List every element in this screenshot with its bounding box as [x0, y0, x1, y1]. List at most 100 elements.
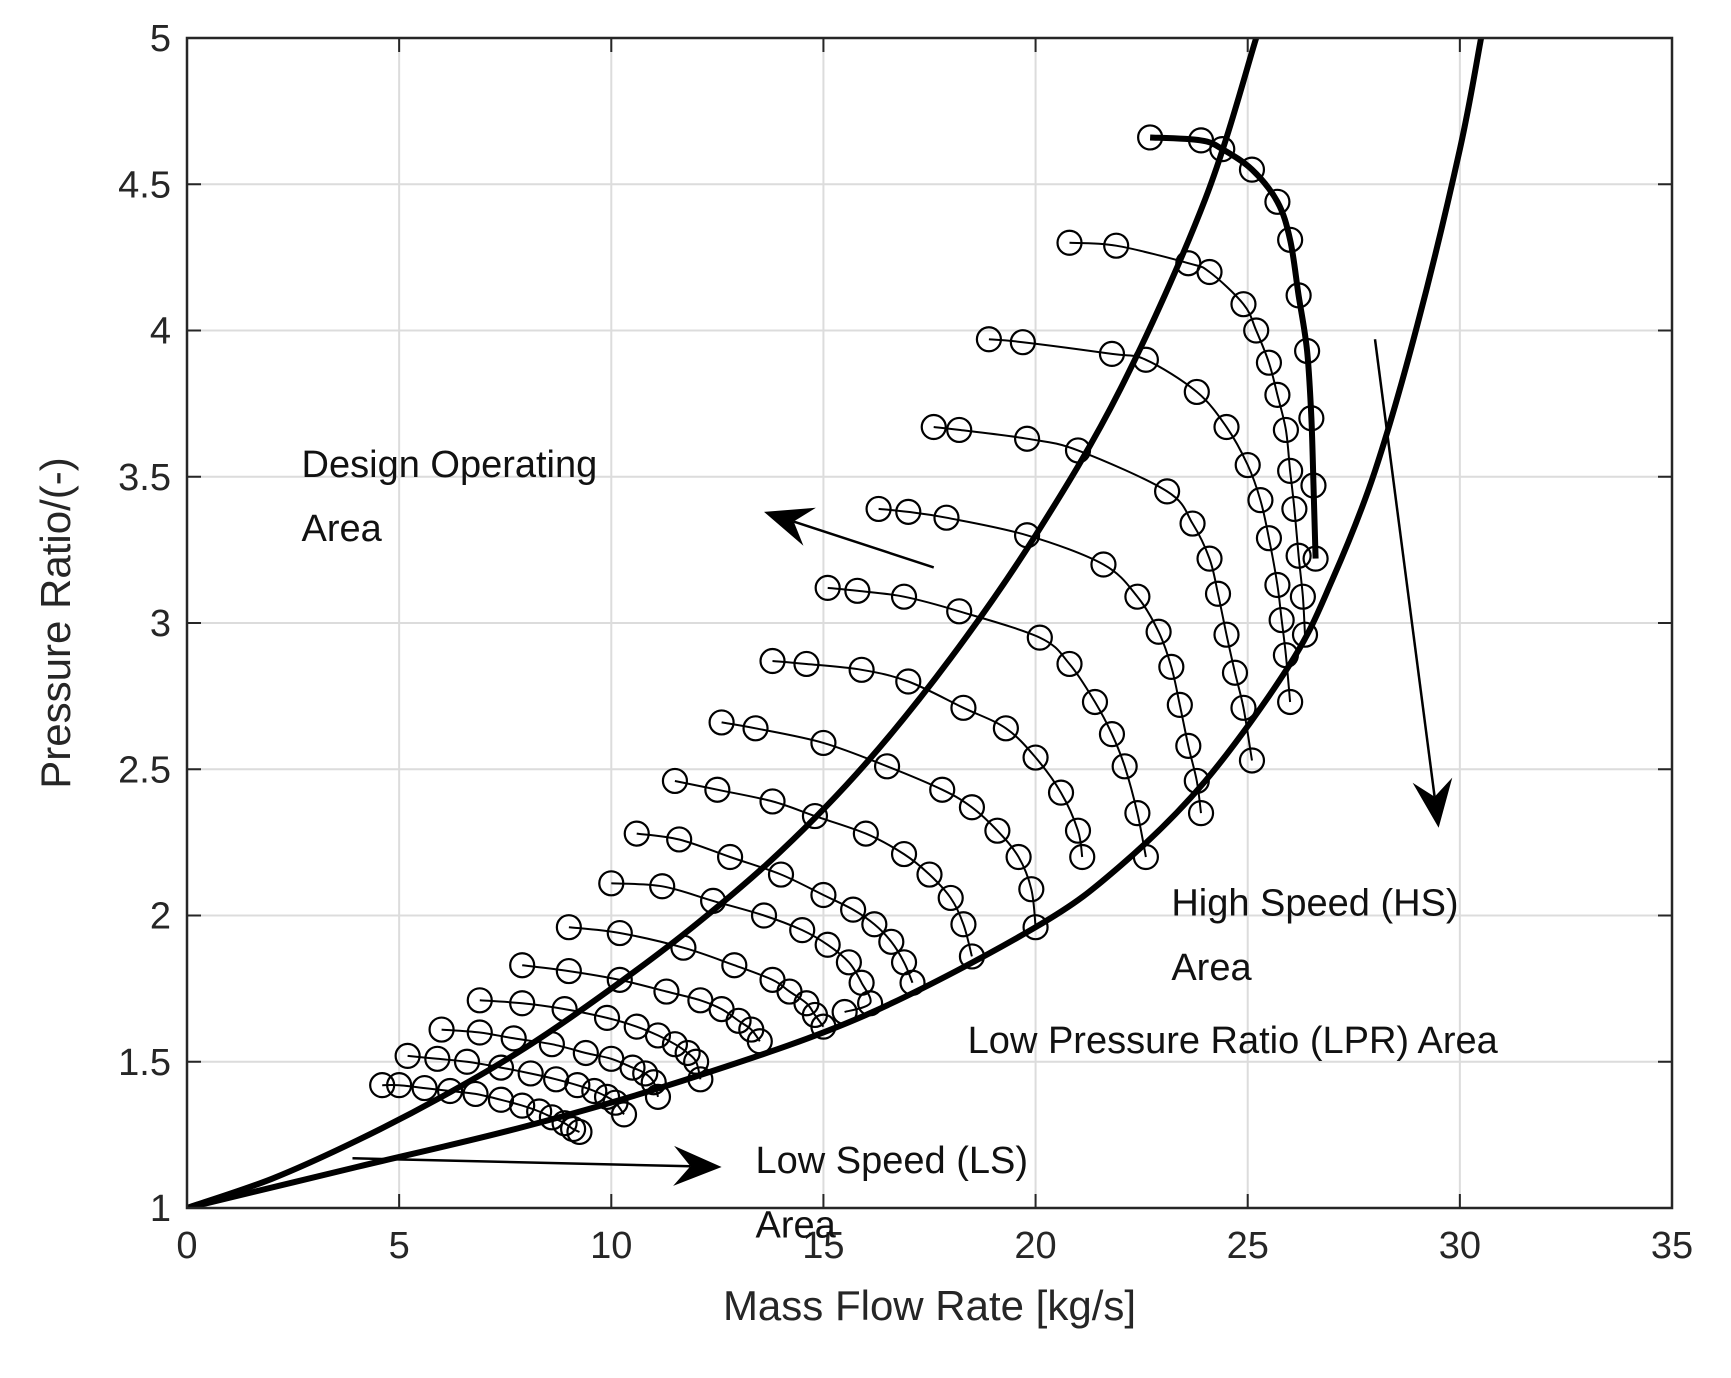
data-point	[1005, 843, 1032, 871]
data-point	[555, 957, 582, 985]
data-point	[958, 943, 986, 970]
data-point	[1221, 659, 1249, 686]
y-tick-label: 1	[150, 1188, 171, 1230]
arrow-head	[764, 507, 816, 546]
speed-line	[555, 914, 837, 1040]
data-point	[517, 1060, 544, 1087]
annotation-text: Area	[1171, 947, 1252, 989]
data-point	[1264, 188, 1291, 215]
data-point	[759, 647, 786, 675]
data-point	[1196, 258, 1223, 286]
data-point	[1090, 551, 1117, 578]
data-point	[543, 1066, 570, 1093]
annotation-text: Low Pressure Ratio (LPR) Area	[968, 1020, 1499, 1062]
data-point	[789, 917, 816, 944]
data-point	[683, 1048, 710, 1075]
data-point	[538, 1104, 565, 1131]
annotation-text: Area	[302, 508, 383, 550]
data-point	[814, 931, 841, 958]
x-tick-label: 20	[1014, 1225, 1056, 1267]
data-point	[610, 1101, 638, 1128]
data-point	[436, 1077, 464, 1105]
data-point	[992, 715, 1019, 742]
data-point	[1238, 156, 1266, 183]
speed-line	[428, 1016, 672, 1110]
data-point	[1291, 621, 1319, 648]
data-point	[1209, 136, 1236, 163]
data-point	[661, 767, 689, 795]
speed-line	[814, 574, 1159, 871]
arrow-shaft	[352, 1157, 691, 1168]
data-point	[1277, 226, 1304, 253]
data-point	[890, 840, 918, 868]
data-point	[1124, 583, 1151, 610]
data-point	[1285, 282, 1312, 309]
annotation-arrow	[764, 507, 935, 569]
data-point	[1166, 691, 1193, 719]
data-point	[1196, 545, 1223, 572]
data-point	[1277, 688, 1304, 716]
data-point	[653, 978, 680, 1005]
data-point	[555, 914, 582, 941]
data-point	[1281, 495, 1308, 523]
speed-line	[661, 767, 986, 970]
data-point	[1255, 525, 1283, 552]
y-tick-label: 4.5	[118, 164, 171, 206]
y-tick-label: 4	[150, 311, 171, 353]
data-point	[564, 1072, 591, 1099]
data-point	[933, 504, 960, 531]
data-point	[810, 881, 837, 909]
data-point	[1018, 876, 1045, 903]
data-point	[687, 1066, 714, 1093]
data-point	[1009, 329, 1036, 356]
data-point	[1183, 378, 1210, 406]
data-point	[920, 413, 947, 441]
data-point	[721, 952, 748, 979]
speed-line-curve	[674, 780, 973, 957]
data-point	[895, 498, 922, 525]
data-point	[1124, 800, 1151, 827]
data-point	[1081, 688, 1109, 716]
data-point	[840, 896, 867, 923]
data-point	[1013, 425, 1041, 452]
annotation-text: High Speed (HS)	[1171, 883, 1458, 925]
data-point	[566, 1118, 593, 1146]
data-point	[453, 1048, 481, 1075]
plot-frame	[185, 36, 1674, 1210]
data-point	[1243, 317, 1270, 344]
x-tick-label: 0	[176, 1225, 197, 1267]
speed-line	[708, 709, 1049, 941]
speed-line	[466, 987, 714, 1093]
speed-line	[975, 326, 1304, 716]
data-point	[674, 1039, 701, 1067]
data-point	[632, 1060, 659, 1087]
data-point	[793, 650, 820, 678]
data-point	[551, 1110, 578, 1137]
data-point	[1238, 747, 1266, 774]
data-point	[1064, 437, 1092, 464]
data-point	[814, 574, 841, 602]
data-point	[1047, 779, 1075, 806]
y-tick-label: 5	[150, 18, 171, 60]
speed-line	[394, 1042, 638, 1128]
data-point	[1137, 124, 1164, 151]
choke-line	[187, 38, 1485, 1208]
data-point	[746, 1028, 773, 1055]
data-point	[1183, 767, 1210, 795]
data-point	[1111, 753, 1138, 780]
data-point	[462, 1080, 489, 1108]
data-point	[666, 826, 693, 853]
data-point	[1056, 650, 1083, 678]
data-point	[1064, 817, 1092, 844]
data-point	[1069, 843, 1096, 871]
speed-lines	[369, 124, 1329, 1146]
speed-line	[865, 495, 1215, 827]
data-point	[1255, 349, 1283, 376]
data-point	[1230, 694, 1257, 721]
speed-line-curve	[568, 926, 825, 1028]
data-point	[950, 911, 977, 938]
data-point	[810, 729, 837, 757]
data-point	[704, 776, 731, 803]
data-point	[873, 753, 901, 780]
x-tick-label: 35	[1651, 1225, 1693, 1267]
